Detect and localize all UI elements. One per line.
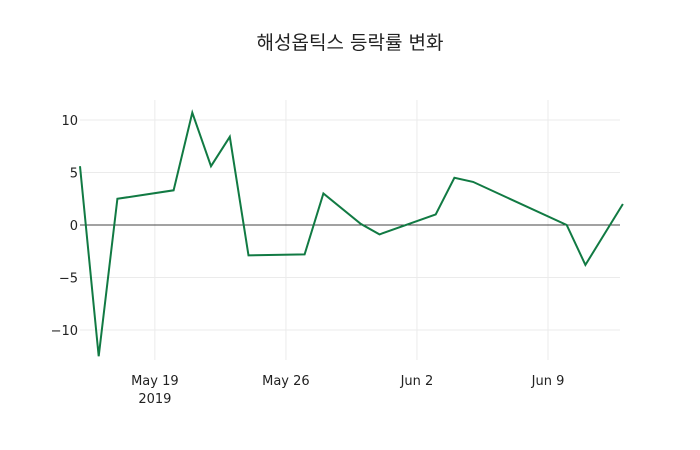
x-axis: May 19 2019 May 26 Jun 2 Jun 9: [131, 374, 564, 407]
y-tick-label: −10: [51, 324, 78, 339]
x-tick-year: 2019: [138, 392, 171, 407]
series-line: [79, 109, 624, 357]
chart-title: 해성옵틱스 등락률 변화: [257, 32, 444, 54]
x-tick-label: Jun 9: [531, 374, 565, 389]
y-tick-label: 0: [70, 219, 78, 234]
y-axis: 10 5 0 −5 −10: [51, 114, 78, 339]
x-tick-label: Jun 2: [400, 374, 434, 389]
gridlines: [80, 100, 620, 360]
y-tick-label: −5: [59, 272, 78, 287]
y-tick-label: 5: [70, 167, 78, 182]
y-tick-label: 10: [61, 114, 78, 129]
x-tick-label: May 26: [262, 374, 310, 389]
x-tick-label: May 19: [131, 374, 179, 389]
